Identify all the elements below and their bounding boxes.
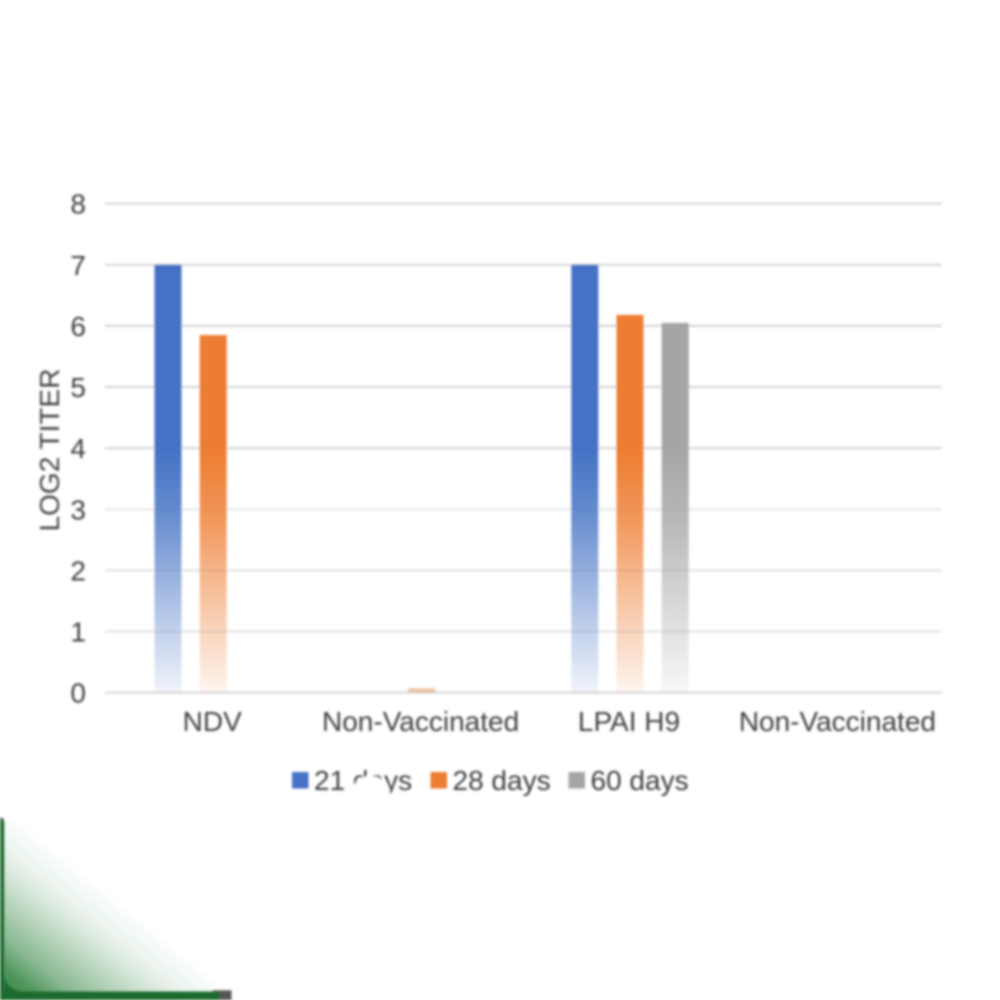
svg-text:2: 2 [70,555,86,586]
svg-text:5: 5 [70,372,86,403]
svg-text:8: 8 [70,189,86,220]
svg-text:0: 0 [70,678,86,709]
svg-text:6: 6 [70,311,86,342]
svg-text:60 days: 60 days [591,765,689,796]
svg-text:Non-Vaccinated: Non-Vaccinated [322,706,519,737]
svg-text:4: 4 [70,433,86,464]
svg-text:3: 3 [70,494,86,525]
svg-text:LOG2 TITER: LOG2 TITER [34,369,65,532]
svg-text:Non-Vaccinated: Non-Vaccinated [739,706,936,737]
svg-text:7: 7 [70,250,86,281]
svg-text:1: 1 [70,617,86,648]
svg-text:NDV: NDV [183,706,242,737]
svg-text:LPAI H9: LPAI H9 [578,706,680,737]
svg-text:28 days: 28 days [453,765,551,796]
